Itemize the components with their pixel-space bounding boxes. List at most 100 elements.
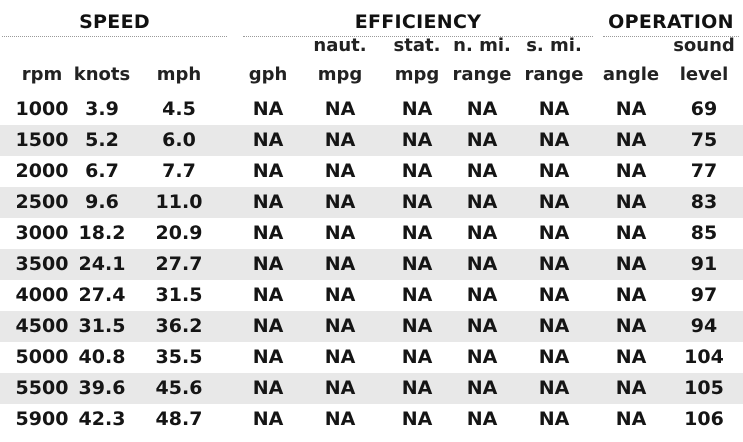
table-cell: NA bbox=[252, 377, 284, 399]
table-cell: NA bbox=[401, 315, 433, 337]
table-row: 2500 9.6 11.0 NA NA NA NA NA NA 83 bbox=[0, 187, 743, 218]
table-cell: 24.1 bbox=[78, 253, 126, 275]
table-row: 5500 39.6 45.6 NA NA NA NA NA NA 105 bbox=[0, 373, 743, 404]
table-cell: 27.7 bbox=[155, 253, 203, 275]
table-cell: NA bbox=[252, 284, 284, 306]
table-cell: NA bbox=[401, 284, 433, 306]
group-title-speed: SPEED bbox=[79, 11, 150, 33]
table-cell: NA bbox=[538, 253, 570, 275]
table-row: 5900 42.3 48.7 NA NA NA NA NA NA 106 bbox=[0, 404, 743, 435]
table-cell: NA bbox=[401, 253, 433, 275]
column-header-top: n. mi. bbox=[453, 35, 511, 56]
table-cell: NA bbox=[538, 284, 570, 306]
table-cell: 5900 bbox=[15, 408, 69, 430]
table-cell: 20.9 bbox=[155, 222, 203, 244]
table-cell: NA bbox=[401, 408, 433, 430]
table-cell: NA bbox=[615, 408, 647, 430]
column-header-bottom: mpg bbox=[317, 64, 363, 85]
table-cell: NA bbox=[538, 160, 570, 182]
table-cell: NA bbox=[401, 160, 433, 182]
table-cell: NA bbox=[615, 222, 647, 244]
column-header-bottom: mpg bbox=[394, 64, 440, 85]
table-cell: NA bbox=[615, 315, 647, 337]
table-cell: NA bbox=[252, 253, 284, 275]
table-cell: 6.7 bbox=[85, 160, 119, 182]
table-cell: 5.2 bbox=[85, 129, 119, 151]
table-cell: 11.0 bbox=[155, 191, 203, 213]
column-header-bottom: gph bbox=[248, 64, 288, 85]
column-header-bottom: level bbox=[679, 64, 729, 85]
table-cell: 45.6 bbox=[155, 377, 203, 399]
table-cell: NA bbox=[615, 129, 647, 151]
table-cell: 42.3 bbox=[78, 408, 126, 430]
column-header-top: naut. bbox=[313, 35, 367, 56]
table-cell: NA bbox=[615, 160, 647, 182]
table-cell: NA bbox=[252, 191, 284, 213]
table-cell: 40.8 bbox=[78, 346, 126, 368]
table-cell: NA bbox=[252, 408, 284, 430]
table-cell: NA bbox=[615, 284, 647, 306]
table-cell: 85 bbox=[690, 222, 718, 244]
table-cell: NA bbox=[252, 222, 284, 244]
table-cell: 27.4 bbox=[78, 284, 126, 306]
table-cell: NA bbox=[324, 377, 356, 399]
table-cell: 106 bbox=[684, 408, 724, 430]
table-cell: NA bbox=[538, 191, 570, 213]
table-cell: NA bbox=[538, 98, 570, 120]
column-header-bottom: range bbox=[452, 64, 512, 85]
table-cell: 4000 bbox=[15, 284, 69, 306]
table-cell: NA bbox=[401, 222, 433, 244]
table-cell: NA bbox=[466, 191, 498, 213]
table-cell: NA bbox=[466, 284, 498, 306]
table-cell: NA bbox=[324, 98, 356, 120]
table-cell: NA bbox=[615, 98, 647, 120]
group-title-efficiency: EFFICIENCY bbox=[354, 11, 482, 33]
table-cell: NA bbox=[324, 346, 356, 368]
table-cell: 5000 bbox=[15, 346, 69, 368]
table-cell: 4.5 bbox=[162, 98, 196, 120]
table-cell: 3000 bbox=[15, 222, 69, 244]
column-header-top: stat. bbox=[393, 35, 441, 56]
column-header-bottom: rpm bbox=[21, 64, 63, 85]
table-cell: NA bbox=[324, 408, 356, 430]
column-header-bottom: knots bbox=[73, 64, 131, 85]
table-cell: NA bbox=[324, 222, 356, 244]
table-cell: 3500 bbox=[15, 253, 69, 275]
table-cell: 9.6 bbox=[85, 191, 119, 213]
table-cell: NA bbox=[401, 377, 433, 399]
table-cell: 91 bbox=[690, 253, 718, 275]
table-cell: NA bbox=[324, 160, 356, 182]
group-header-efficiency: EFFICIENCY bbox=[243, 8, 593, 37]
table-cell: 69 bbox=[690, 98, 718, 120]
table-row: 4000 27.4 31.5 NA NA NA NA NA NA 97 bbox=[0, 280, 743, 311]
table-cell: 1000 bbox=[15, 98, 69, 120]
table-cell: NA bbox=[324, 315, 356, 337]
table-cell: NA bbox=[252, 346, 284, 368]
table-cell: 104 bbox=[684, 346, 724, 368]
table-row: 3500 24.1 27.7 NA NA NA NA NA NA 91 bbox=[0, 249, 743, 280]
table-cell: NA bbox=[538, 408, 570, 430]
table-cell: NA bbox=[615, 377, 647, 399]
table-cell: NA bbox=[538, 315, 570, 337]
table-cell: NA bbox=[538, 129, 570, 151]
table-cell: NA bbox=[615, 253, 647, 275]
column-header-bottom: mph bbox=[156, 64, 202, 85]
column-header-top: s. mi. bbox=[526, 35, 582, 56]
table-cell: NA bbox=[466, 377, 498, 399]
group-divider-operation bbox=[603, 36, 739, 37]
table-cell: NA bbox=[324, 253, 356, 275]
table-cell: 2000 bbox=[15, 160, 69, 182]
table-cell: 105 bbox=[684, 377, 724, 399]
table-cell: NA bbox=[401, 346, 433, 368]
table-row: 2000 6.7 7.7 NA NA NA NA NA NA 77 bbox=[0, 156, 743, 187]
table-cell: 36.2 bbox=[155, 315, 203, 337]
group-divider-speed bbox=[2, 36, 227, 37]
table-cell: NA bbox=[466, 129, 498, 151]
table-row: 3000 18.2 20.9 NA NA NA NA NA NA 85 bbox=[0, 218, 743, 249]
column-header-bottom: angle bbox=[602, 64, 660, 85]
column-header-top: sound bbox=[673, 35, 735, 56]
table-cell: NA bbox=[466, 98, 498, 120]
table-cell: NA bbox=[466, 222, 498, 244]
table-cell: NA bbox=[252, 160, 284, 182]
group-divider-efficiency bbox=[243, 36, 593, 37]
